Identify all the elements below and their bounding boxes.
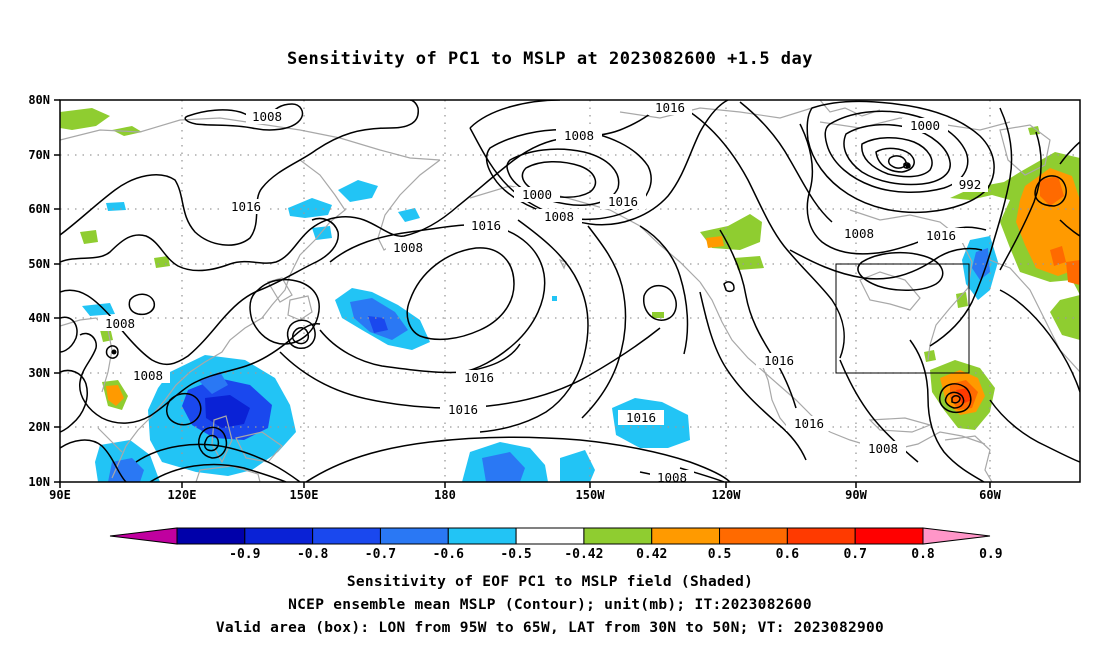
contour-label: 1016 bbox=[764, 353, 794, 368]
low-center-marker bbox=[905, 163, 911, 169]
colorbar-segment bbox=[515, 527, 585, 545]
mslp-contours bbox=[60, 100, 1080, 482]
contour-label: 1000 bbox=[522, 187, 552, 202]
contour-labels: 1008 1016 1008 1016 1000 1008 1016 1008 … bbox=[98, 100, 988, 485]
colorbar-tick-label: 0.8 bbox=[911, 547, 935, 562]
colorbar-tick-label: 0.9 bbox=[979, 547, 1002, 562]
colorbar-tick-label: -0.8 bbox=[297, 547, 328, 562]
contour-label: 1016 bbox=[448, 402, 478, 417]
longitude-labels: 90E 120E 150E 180 150W 120W 90W 60W bbox=[49, 488, 1001, 502]
contour-label: 1008 bbox=[868, 441, 898, 456]
colorbar-segment bbox=[176, 527, 246, 545]
latitude-labels: 80N 70N 60N 50N 40N 30N 20N 10N bbox=[28, 93, 50, 489]
contour-label: 1016 bbox=[794, 416, 824, 431]
colorbar-tick-label: -0.5 bbox=[500, 547, 531, 562]
contour-label: 1008 bbox=[105, 316, 135, 331]
colorbar-segment bbox=[244, 527, 314, 545]
lon-label: 90W bbox=[845, 488, 867, 502]
caption-valid-area: Valid area (box): LON from 95W to 65W, L… bbox=[215, 620, 885, 636]
lon-label: 150W bbox=[576, 488, 606, 502]
contour-label: 1016 bbox=[655, 100, 685, 115]
contour-label: 1016 bbox=[471, 218, 501, 233]
contour-label: 1008 bbox=[657, 470, 687, 485]
contour-label: 1008 bbox=[844, 226, 874, 241]
contour-label: 1016 bbox=[926, 228, 956, 243]
page-title: Sensitivity of PC1 to MSLP at 2023082600… bbox=[286, 49, 813, 69]
colorbar-tick-label: -0.6 bbox=[433, 547, 464, 562]
contour-label: 992 bbox=[959, 177, 982, 192]
contour-label: 1016 bbox=[231, 199, 261, 214]
contour-label: 1008 bbox=[252, 109, 282, 124]
colorbar-low-arrow bbox=[109, 527, 178, 545]
colorbar-segment bbox=[786, 527, 856, 545]
colorbar-tick-label: 0.7 bbox=[843, 547, 866, 562]
lat-label: 10N bbox=[28, 475, 50, 489]
lon-label: 180 bbox=[434, 488, 456, 502]
contour-label: 1008 bbox=[564, 128, 594, 143]
colorbar-tick-label: 0.6 bbox=[776, 547, 800, 562]
contour-label: 1016 bbox=[464, 370, 494, 385]
lat-label: 70N bbox=[28, 148, 50, 162]
positive-sensitivity-shading bbox=[60, 108, 1080, 430]
colorbar-segment bbox=[651, 527, 721, 545]
contour-label: 1000 bbox=[910, 118, 940, 133]
colorbar-tick-label: -0.42 bbox=[564, 547, 603, 562]
colorbar-tick-label: -0.7 bbox=[365, 547, 396, 562]
lon-label: 150E bbox=[290, 488, 319, 502]
pressure-center-marker bbox=[111, 349, 117, 355]
contour-label: 1008 bbox=[544, 209, 574, 224]
negative-sensitivity-shading bbox=[82, 180, 998, 482]
lat-label: 80N bbox=[28, 93, 50, 107]
colorbar-segment bbox=[719, 527, 788, 545]
contour-label: 1008 bbox=[133, 368, 163, 383]
contour-label: 1016 bbox=[626, 410, 656, 425]
axis-ticks bbox=[54, 99, 991, 488]
colorbar-segment bbox=[583, 527, 653, 545]
colorbar-segment bbox=[854, 527, 924, 545]
lon-label: 60W bbox=[979, 488, 1001, 502]
lon-label: 120E bbox=[168, 488, 197, 502]
colorbar-tick-label: 0.5 bbox=[708, 547, 731, 562]
colorbar: -0.9 -0.8 -0.7 -0.6 -0.5 -0.42 0.42 0.5 0.6 0.7 0.… bbox=[109, 527, 1003, 562]
valid-area-box bbox=[835, 263, 970, 374]
lat-label: 20N bbox=[28, 420, 50, 434]
lat-label: 60N bbox=[28, 202, 50, 216]
colorbar-segment bbox=[379, 527, 449, 545]
caption-shaded: Sensitivity of EOF PC1 to MSLP field (Sh… bbox=[346, 574, 754, 590]
map-frame bbox=[59, 99, 1081, 483]
colorbar-segment bbox=[312, 527, 381, 545]
contour-label: 1016 bbox=[608, 194, 638, 209]
contour-label: 1008 bbox=[393, 240, 423, 255]
colorbar-high-arrow bbox=[922, 527, 991, 545]
colorbar-tick-label: -0.9 bbox=[229, 547, 260, 562]
lat-label: 40N bbox=[28, 311, 50, 325]
lat-label: 50N bbox=[28, 257, 50, 271]
lon-label: 90E bbox=[49, 488, 71, 502]
lon-label: 120W bbox=[712, 488, 742, 502]
lat-label: 30N bbox=[28, 366, 50, 380]
colorbar-segment bbox=[447, 527, 517, 545]
colorbar-tick-label: 0.42 bbox=[636, 547, 667, 562]
caption-contour: NCEP ensemble mean MSLP (Contour); unit(… bbox=[288, 597, 812, 613]
